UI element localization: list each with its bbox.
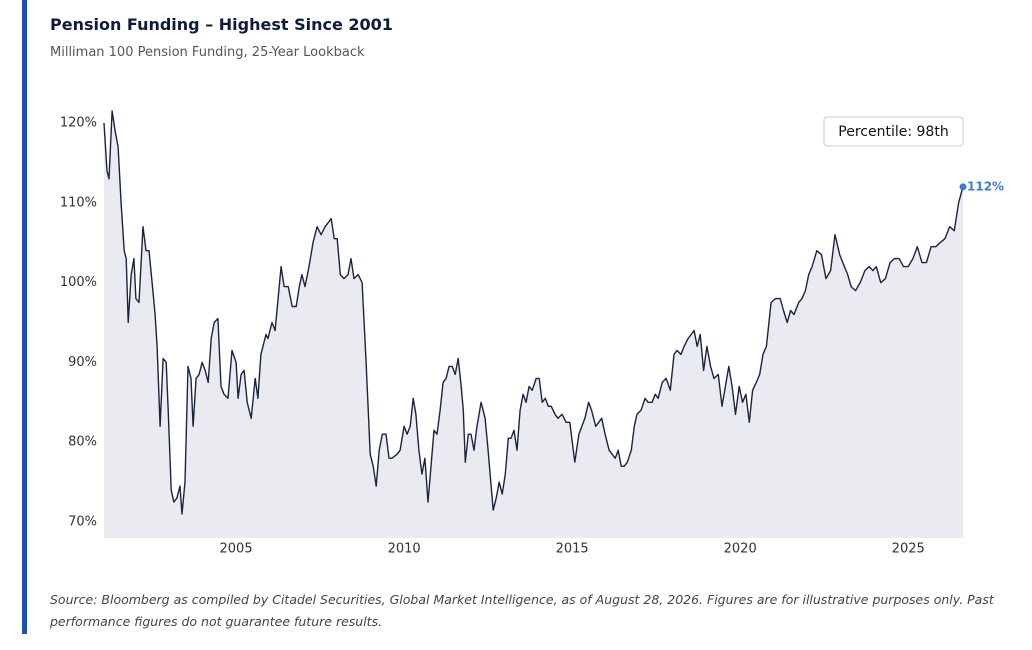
x-tick-label: 2020 — [724, 542, 757, 557]
y-tick-label: 110% — [60, 195, 97, 210]
x-tick-label: 2010 — [388, 542, 421, 557]
chart-title: Pension Funding – Highest Since 2001 — [50, 15, 393, 34]
end-label: 112% — [967, 179, 1004, 193]
y-tick-label: 70% — [68, 515, 97, 530]
chart-subtitle: Milliman 100 Pension Funding, 25-Year Lo… — [50, 45, 365, 60]
annotation-box — [823, 116, 964, 147]
y-tick-label: 100% — [60, 275, 97, 290]
source-note: Source: Bloomberg as compiled by Citadel… — [50, 592, 994, 629]
y-tick-label: 120% — [60, 115, 97, 130]
area — [104, 111, 963, 538]
x-tick-label: 2025 — [892, 542, 925, 557]
x-tick-label: 2015 — [556, 542, 589, 557]
line — [103, 110, 964, 515]
x-tick-label: 2005 — [220, 542, 253, 557]
y-tick-label: 80% — [68, 435, 97, 450]
chart: 70% 80% 90% 100% 110% 120% 2005 2010 2015 2020 202… — [60, 110, 1004, 557]
end-marker — [959, 183, 967, 191]
annotation-text: Percentile: 98th — [838, 124, 948, 140]
accent-bar — [22, 0, 27, 634]
y-tick-label: 90% — [68, 355, 97, 370]
